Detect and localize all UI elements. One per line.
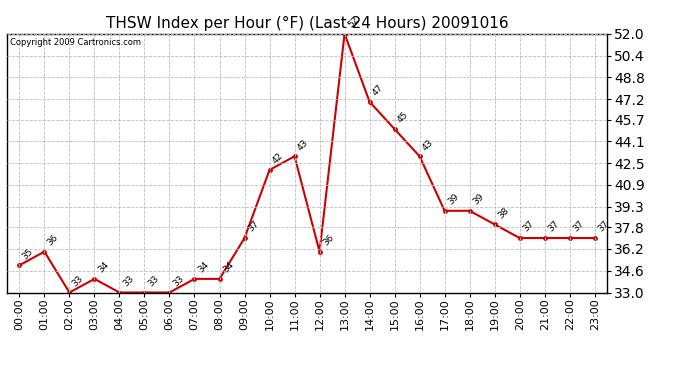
Text: 34: 34 [221,260,235,275]
Text: 35: 35 [21,247,35,261]
Text: 38: 38 [496,206,511,220]
Text: 33: 33 [146,274,160,288]
Text: 39: 39 [446,192,460,207]
Text: 34: 34 [96,260,110,275]
Text: 37: 37 [521,219,535,234]
Title: THSW Index per Hour (°F) (Last 24 Hours) 20091016: THSW Index per Hour (°F) (Last 24 Hours)… [106,16,509,31]
Text: 33: 33 [121,274,135,288]
Text: 45: 45 [396,111,411,125]
Text: Copyright 2009 Cartronics.com: Copyright 2009 Cartronics.com [10,38,141,46]
Text: 36: 36 [321,233,335,248]
Text: 33: 33 [71,274,86,288]
Text: 37: 37 [246,219,260,234]
Text: 37: 37 [596,219,611,234]
Text: 43: 43 [296,138,310,152]
Text: 43: 43 [421,138,435,152]
Text: 36: 36 [46,233,60,248]
Text: 39: 39 [471,192,486,207]
Text: 47: 47 [371,83,386,98]
Text: 52: 52 [346,15,360,30]
Text: 42: 42 [271,152,285,166]
Text: 37: 37 [571,219,586,234]
Text: 33: 33 [171,274,186,288]
Text: 37: 37 [546,219,560,234]
Text: 34: 34 [196,260,210,275]
